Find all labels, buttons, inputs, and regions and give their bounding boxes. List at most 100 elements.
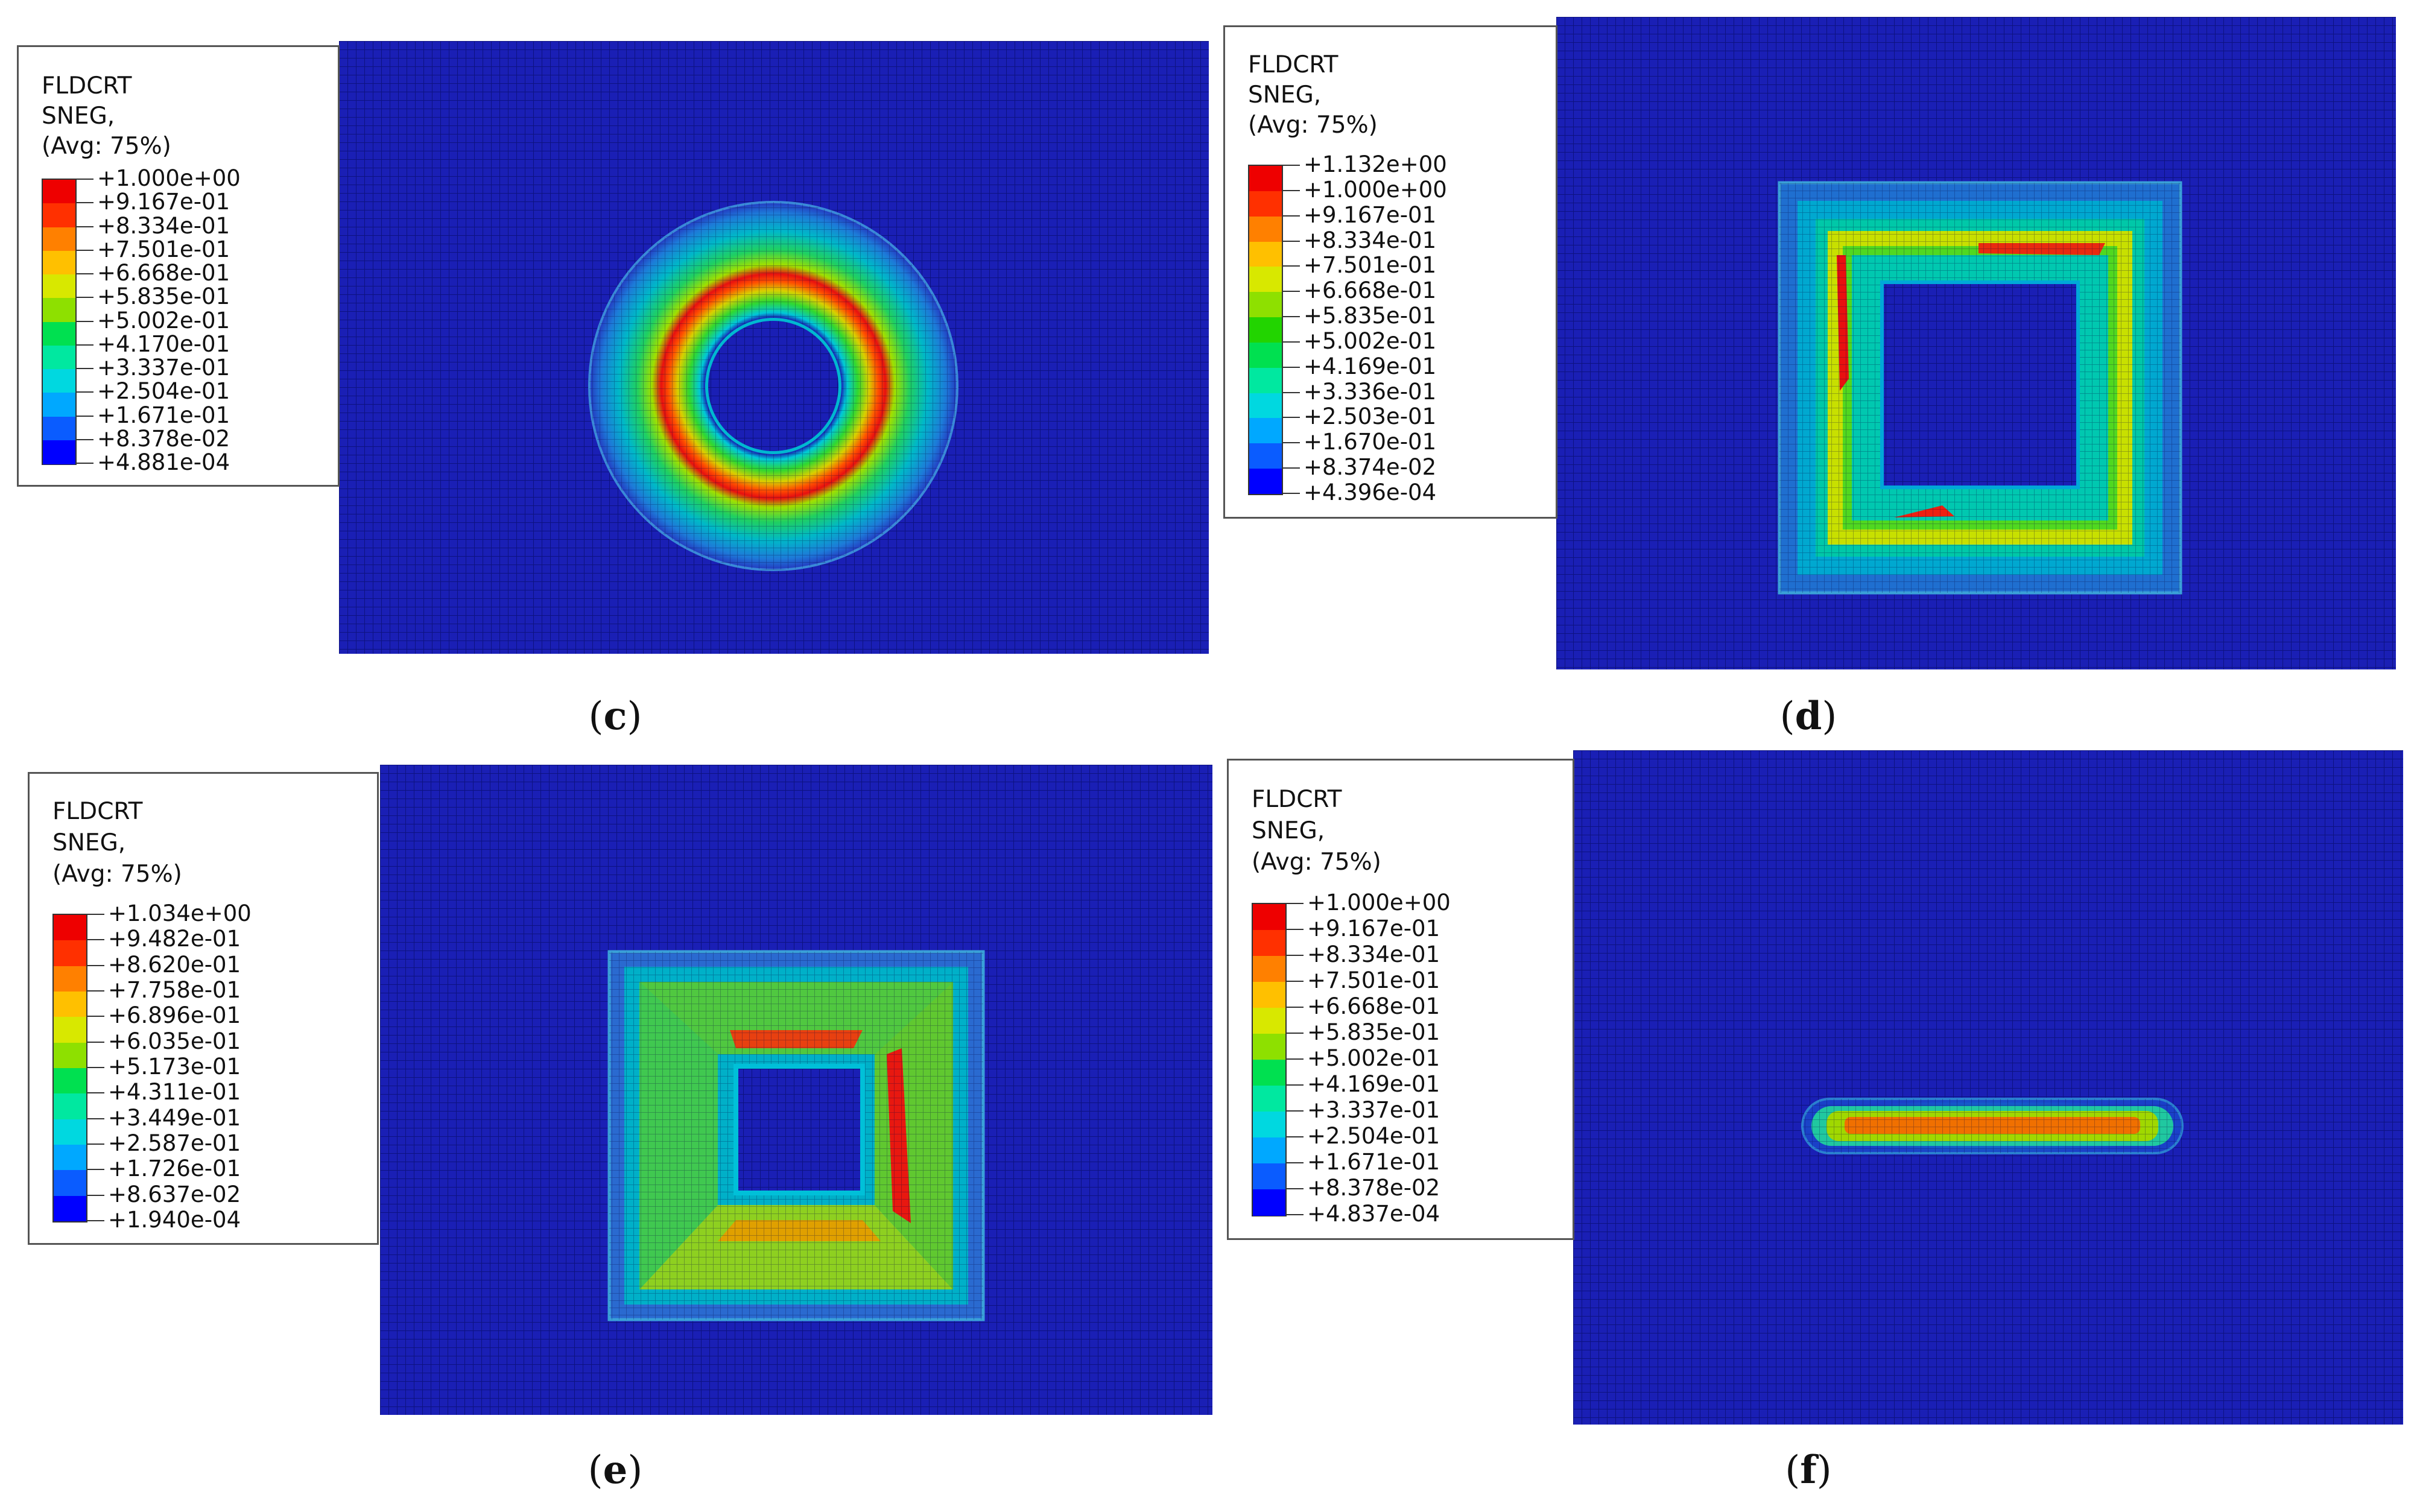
caption-f: (f): [1785, 1447, 1832, 1493]
scale-value: +3.337e-01: [97, 355, 230, 381]
color-band: [1253, 956, 1285, 982]
legend-title: FLDCRT: [1252, 786, 1342, 813]
scale-tick: [87, 964, 104, 966]
color-band: [1253, 930, 1285, 957]
legend-title: FLDCRT: [1248, 51, 1338, 78]
scale-value: +2.504e-01: [1307, 1123, 1440, 1149]
scale-value: +2.587e-01: [108, 1130, 241, 1156]
scale-tick: [1287, 955, 1304, 956]
legend-avg: (Avg: 75%): [1248, 112, 1378, 139]
scale-value: +4.396e-04: [1304, 479, 1437, 505]
caption-e: (e): [588, 1447, 643, 1493]
color-band: [1249, 292, 1282, 318]
color-band: [43, 321, 75, 346]
color-band: [54, 1170, 86, 1197]
legend-avg: (Avg: 75%): [42, 133, 171, 160]
pyramid-opening: [733, 1064, 865, 1195]
color-band: [1253, 1008, 1285, 1034]
color-band: [54, 1119, 86, 1145]
color-band: [1249, 216, 1282, 242]
scale-value: +1.000e+00: [1307, 890, 1451, 916]
legend-d: FLDCRT SNEG, (Avg: 75%) +1.132e+00 +1.00…: [1223, 25, 1557, 519]
scale-tick: [1283, 493, 1300, 494]
scale-tick: [77, 344, 93, 346]
color-band: [43, 180, 75, 204]
scale-value: +6.668e-01: [97, 260, 230, 286]
scale-tick: [1287, 981, 1304, 982]
scale-value: +1.940e-04: [108, 1207, 241, 1233]
scale-value: +7.501e-01: [1304, 252, 1437, 279]
color-band: [1249, 317, 1282, 343]
scale-tick: [1287, 1084, 1304, 1086]
scale-value: +1.726e-01: [108, 1156, 241, 1182]
contour-plot-d: [1556, 17, 2396, 669]
frame-opening: [1880, 280, 2080, 489]
scale-tick: [1283, 442, 1300, 444]
legend-subtitle: SNEG,: [1248, 81, 1322, 109]
color-band: [54, 1017, 86, 1043]
scale-value: +9.482e-01: [108, 926, 241, 952]
color-band: [1249, 393, 1282, 419]
scale-tick: [1283, 265, 1300, 267]
legend-title: FLDCRT: [42, 72, 132, 100]
scale-tick: [87, 1143, 104, 1145]
color-band: [54, 1042, 86, 1069]
scale-tick: [1283, 341, 1300, 343]
scale-tick: [77, 320, 93, 322]
color-band: [43, 227, 75, 251]
color-band: [43, 203, 75, 227]
color-scale-bar: [42, 179, 77, 465]
scale-value: +7.501e-01: [97, 236, 230, 262]
scale-tick: [1287, 1214, 1304, 1215]
scale-value: +1.000e+00: [97, 165, 241, 191]
scale-tick: [77, 438, 93, 440]
scale-tick: [77, 202, 93, 204]
color-band: [1249, 166, 1282, 192]
color-band: [43, 416, 75, 441]
scale-tick: [1287, 903, 1304, 904]
color-band: [1253, 1060, 1285, 1086]
color-band: [54, 1068, 86, 1094]
scale-tick: [1283, 165, 1300, 166]
color-band: [1249, 241, 1282, 267]
scale-tick: [77, 463, 93, 464]
scale-tick: [87, 939, 104, 941]
scale-value: +9.167e-01: [1304, 201, 1437, 228]
scale-value: +8.334e-01: [1304, 227, 1437, 253]
scale-value: +8.334e-01: [1307, 941, 1440, 967]
scale-value: +6.035e-01: [108, 1028, 241, 1054]
scale-tick: [87, 1067, 104, 1068]
legend-subtitle: SNEG,: [52, 829, 126, 856]
scale-value: +4.169e-01: [1307, 1071, 1440, 1097]
legend-c: FLDCRT SNEG, (Avg: 75%) +1.000e+00 +9.16…: [17, 45, 340, 487]
scale-value: +4.169e-01: [1304, 353, 1437, 379]
scale-value: +5.835e-01: [1307, 1019, 1440, 1045]
scale-tick: [1287, 1110, 1304, 1112]
contour-plot-c: [339, 41, 1209, 654]
scale-value: +1.671e-01: [97, 402, 230, 428]
scale-tick: [77, 226, 93, 227]
scale-tick: [77, 273, 93, 274]
scale-value: +9.167e-01: [97, 189, 230, 215]
color-band: [1249, 469, 1282, 495]
scale-value: +2.503e-01: [1304, 403, 1437, 430]
scale-tick: [87, 1220, 104, 1221]
color-band: [1249, 342, 1282, 369]
scale-value: +8.378e-02: [1307, 1175, 1440, 1201]
scale-value: +5.002e-01: [1307, 1045, 1440, 1071]
legend-subtitle: SNEG,: [1252, 817, 1325, 844]
color-band: [1253, 1163, 1285, 1190]
color-band: [1249, 418, 1282, 444]
color-scale-bar: [52, 914, 87, 1223]
caption-c: (c): [588, 694, 642, 739]
color-band: [54, 1093, 86, 1120]
scale-value: +8.374e-02: [1304, 454, 1437, 481]
scale-value: +9.167e-01: [1307, 916, 1440, 941]
scale-value: +3.337e-01: [1307, 1097, 1440, 1123]
scale-tick: [1283, 391, 1300, 393]
color-scale-bar: [1248, 165, 1283, 495]
scale-tick: [1287, 1136, 1304, 1137]
scale-tick: [1287, 1007, 1304, 1008]
scale-value: +7.501e-01: [1307, 967, 1440, 993]
legend-avg: (Avg: 75%): [52, 861, 182, 888]
